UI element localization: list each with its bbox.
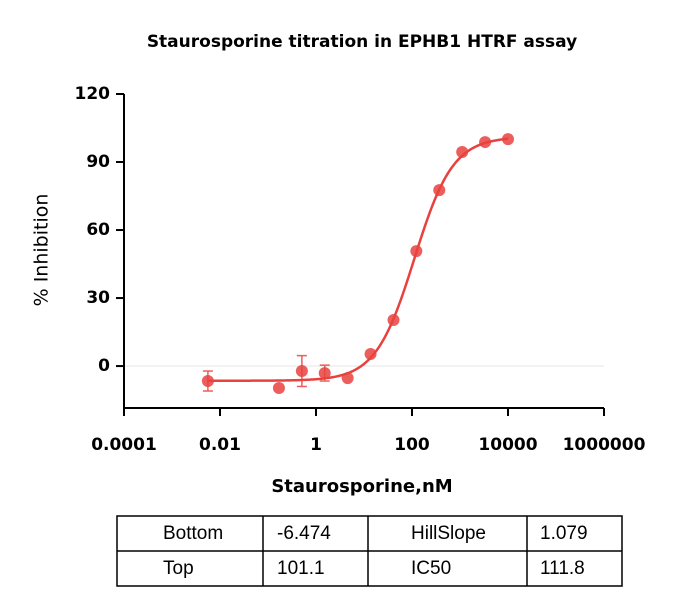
y-tick-label: 30 bbox=[86, 288, 110, 308]
point bbox=[387, 314, 400, 327]
fit-curve bbox=[207, 137, 509, 382]
x-tick-label: 0.0001 bbox=[91, 435, 157, 455]
table-cell: Bottom bbox=[163, 523, 223, 544]
y-tick-label: 60 bbox=[86, 220, 110, 240]
y-tick-label: 0 bbox=[98, 356, 110, 376]
point bbox=[502, 133, 514, 146]
point bbox=[295, 365, 308, 378]
table-cell: IC50 bbox=[411, 558, 451, 579]
point bbox=[479, 136, 492, 149]
point bbox=[433, 184, 446, 197]
y-tick-label: 90 bbox=[86, 152, 110, 172]
y-axis-label: % Inhibition bbox=[31, 194, 53, 307]
point bbox=[456, 146, 469, 159]
table-cell: Top bbox=[163, 558, 194, 579]
x-tick-label: 1 bbox=[310, 435, 322, 455]
y-tick-label: 120 bbox=[75, 84, 111, 104]
point bbox=[272, 382, 285, 395]
table-cell: -6.474 bbox=[277, 523, 331, 544]
point bbox=[318, 367, 331, 380]
fit-table bbox=[116, 515, 623, 587]
table-cell: 1.079 bbox=[540, 523, 588, 544]
x-tick-label: 1000000 bbox=[563, 435, 646, 455]
table-cell: 101.1 bbox=[277, 558, 325, 579]
table-cell: HillSlope bbox=[411, 523, 486, 544]
x-tick-label: 10000 bbox=[478, 435, 537, 455]
point bbox=[341, 372, 354, 385]
chart-title: Staurosporine titration in EPHB1 HTRF as… bbox=[147, 32, 577, 52]
x-tick-label: 100 bbox=[394, 435, 430, 455]
table-cell: 111.8 bbox=[540, 558, 585, 579]
point bbox=[410, 245, 423, 258]
point bbox=[201, 375, 214, 388]
x-tick-label: 0.01 bbox=[199, 435, 241, 455]
point bbox=[364, 348, 377, 361]
x-axis-label: Staurosporine,nM bbox=[271, 476, 452, 497]
